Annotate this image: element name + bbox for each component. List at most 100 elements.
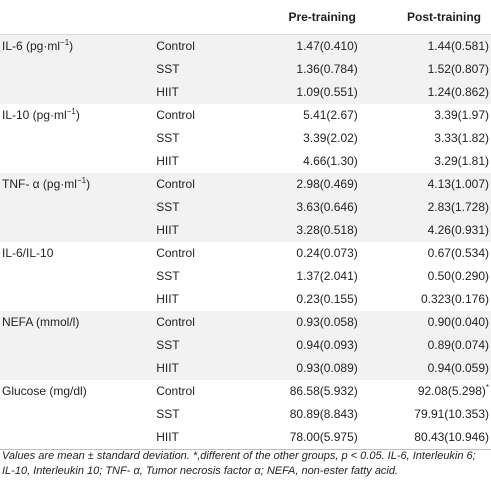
parameter-label: TNF- α (pg·ml (2, 177, 77, 191)
pre-training-cell: 2.98(0.469) (296, 177, 358, 191)
pre-training-cell: 80.89(8.843) (289, 407, 358, 421)
post-training-value: 0.323(0.176) (420, 292, 489, 306)
table-row: TNF- α (pg·ml−1) Control 2.98(0.469) 4.13(1… (0, 173, 491, 196)
group-cell: Control (156, 384, 195, 398)
post-training-cell: 4.26(0.931) (358, 219, 491, 242)
group-cell: HIIT (156, 85, 179, 99)
table-row: IL-6 (pg·ml−1) Control 1.47(0.410) 1.44(0.5… (0, 34, 491, 58)
parameter-cell (0, 334, 156, 357)
group-cell: HIIT (156, 361, 179, 375)
parameter-label-tail: ) (69, 39, 74, 53)
parameter-cell (0, 403, 156, 426)
table-row: Glucose (mg/dl) Control 86.58(5.932) 92.08(… (0, 380, 491, 403)
parameter-cell (0, 288, 156, 311)
post-training-value: 92.08(5.298) (417, 384, 486, 398)
table-row: IL-10 (pg·ml−1) Control 5.41(2.67) 3.39(1.9… (0, 104, 491, 127)
pre-training-cell: 0.94(0.093) (296, 338, 358, 352)
pre-training-cell: 1.37(2.041) (296, 269, 358, 283)
post-training-value: 4.13(1.007) (427, 177, 489, 191)
parameter-label: Glucose (mg/dl) (2, 384, 87, 398)
parameter-unit-exponent: −1 (60, 38, 70, 47)
data-table: Pre-training Post-training IL-6 (pg·ml−1… (0, 0, 491, 450)
pre-training-cell: 0.23(0.155) (296, 292, 358, 306)
table-row: HIIT 0.93(0.089) 0.94(0.059) (0, 357, 491, 380)
post-training-cell: 0.90(0.040) (358, 311, 491, 334)
header-parameter (0, 0, 156, 35)
group-cell: SST (156, 200, 180, 214)
post-training-cell: 1.44(0.581) (357, 34, 491, 58)
post-training-value: 80.43(10.946) (414, 430, 489, 444)
post-training-cell: 2.83(1.728) (358, 196, 491, 219)
post-training-value: 3.29(1.81) (434, 154, 489, 168)
post-training-cell: 3.33(1.82) (358, 127, 491, 150)
pre-training-cell: 5.41(2.67) (303, 108, 358, 122)
post-training-cell: 0.89(0.074) (358, 334, 491, 357)
table-row: SST 80.89(8.843) 79.91(10.353) (0, 403, 491, 426)
post-training-cell: 0.94(0.059) (358, 357, 491, 380)
post-training-value: 3.33(1.82) (434, 131, 489, 145)
pre-training-cell: 0.93(0.058) (296, 315, 358, 329)
post-training-cell: 0.323(0.176) (358, 288, 491, 311)
post-training-cell: 4.13(1.007) (358, 173, 491, 196)
table-row: NEFA (mmol/l) Control 0.93(0.058) 0.90(0.04… (0, 311, 491, 334)
post-training-value: 1.52(0.807) (427, 62, 489, 76)
table-body: IL-6 (pg·ml−1) Control 1.47(0.410) 1.44(0.5… (0, 34, 491, 450)
post-training-cell: 3.39(1.97) (358, 104, 491, 127)
post-training-value: 4.26(0.931) (427, 223, 489, 237)
table-row: HIIT 4.66(1.30) 3.29(1.81) (0, 150, 491, 173)
post-training-cell: 0.67(0.534) (358, 242, 491, 265)
parameter-cell (0, 127, 156, 150)
parameter-label-tail: ) (86, 177, 91, 191)
group-cell: Control (156, 34, 239, 58)
parameter-label: IL-6 (pg·ml (2, 39, 61, 53)
group-cell: Control (156, 315, 195, 329)
parameter-cell (0, 357, 156, 380)
pre-training-cell: 4.66(1.30) (303, 154, 358, 168)
table-row: SST 3.63(0.646) 2.83(1.728) (0, 196, 491, 219)
post-training-value: 2.83(1.728) (427, 200, 489, 214)
post-training-value: 1.44(0.581) (427, 39, 489, 53)
post-training-cell: 80.43(10.946) (357, 426, 491, 450)
parameter-cell: IL-10 (pg·ml−1) (0, 104, 156, 127)
parameter-unit-exponent: −1 (66, 107, 76, 116)
parameter-cell (0, 58, 156, 81)
post-training-value: 0.67(0.534) (427, 246, 489, 260)
header-pre-training: Pre-training (288, 10, 356, 24)
group-cell: SST (156, 131, 180, 145)
group-cell: Control (156, 246, 195, 260)
post-training-cell: 1.24(0.862) (358, 81, 491, 104)
table-row: IL-6/IL-10 Control 0.24(0.073) 0.67(0.534) (0, 242, 491, 265)
group-cell: SST (156, 62, 180, 76)
parameter-cell (0, 196, 156, 219)
pre-training-cell: 3.63(0.646) (296, 200, 358, 214)
group-cell: Control (156, 108, 195, 122)
header-post-training: Post-training (407, 10, 481, 24)
table-footnote: Values are mean ± standard deviation. *,… (2, 450, 476, 477)
pre-training-cell: 3.39(2.02) (303, 131, 358, 145)
pre-training-cell: 0.93(0.089) (296, 361, 358, 375)
post-training-cell: 92.08(5.298)* (358, 380, 491, 403)
group-cell: HIIT (156, 292, 179, 306)
parameter-cell: Glucose (mg/dl) (0, 380, 156, 403)
post-training-value: 3.39(1.97) (434, 108, 489, 122)
table-row: HIIT 1.09(0.551) 1.24(0.862) (0, 81, 491, 104)
table-header-row: Pre-training Post-training (0, 0, 491, 35)
group-cell: HIIT (156, 154, 179, 168)
parameter-cell: TNF- α (pg·ml−1) (0, 173, 156, 196)
parameter-unit-exponent: −1 (76, 176, 87, 185)
group-cell: SST (156, 269, 180, 283)
table-row: HIIT 0.23(0.155) 0.323(0.176) (0, 288, 491, 311)
parameter-cell (0, 426, 157, 450)
post-training-value: 1.24(0.862) (427, 85, 489, 99)
post-training-cell: 1.52(0.807) (358, 58, 491, 81)
pre-training-cell: 1.47(0.410) (238, 34, 358, 58)
post-training-value: 0.89(0.074) (427, 338, 489, 352)
parameter-label-tail: ) (75, 108, 80, 122)
pre-training-cell: 0.24(0.073) (296, 246, 358, 260)
parameter-cell (0, 81, 156, 104)
parameter-cell: IL-6 (pg·ml−1) (0, 34, 157, 58)
group-cell: SST (156, 407, 180, 421)
parameter-label: IL-10 (pg·ml (2, 108, 67, 122)
group-cell: Control (156, 177, 195, 191)
